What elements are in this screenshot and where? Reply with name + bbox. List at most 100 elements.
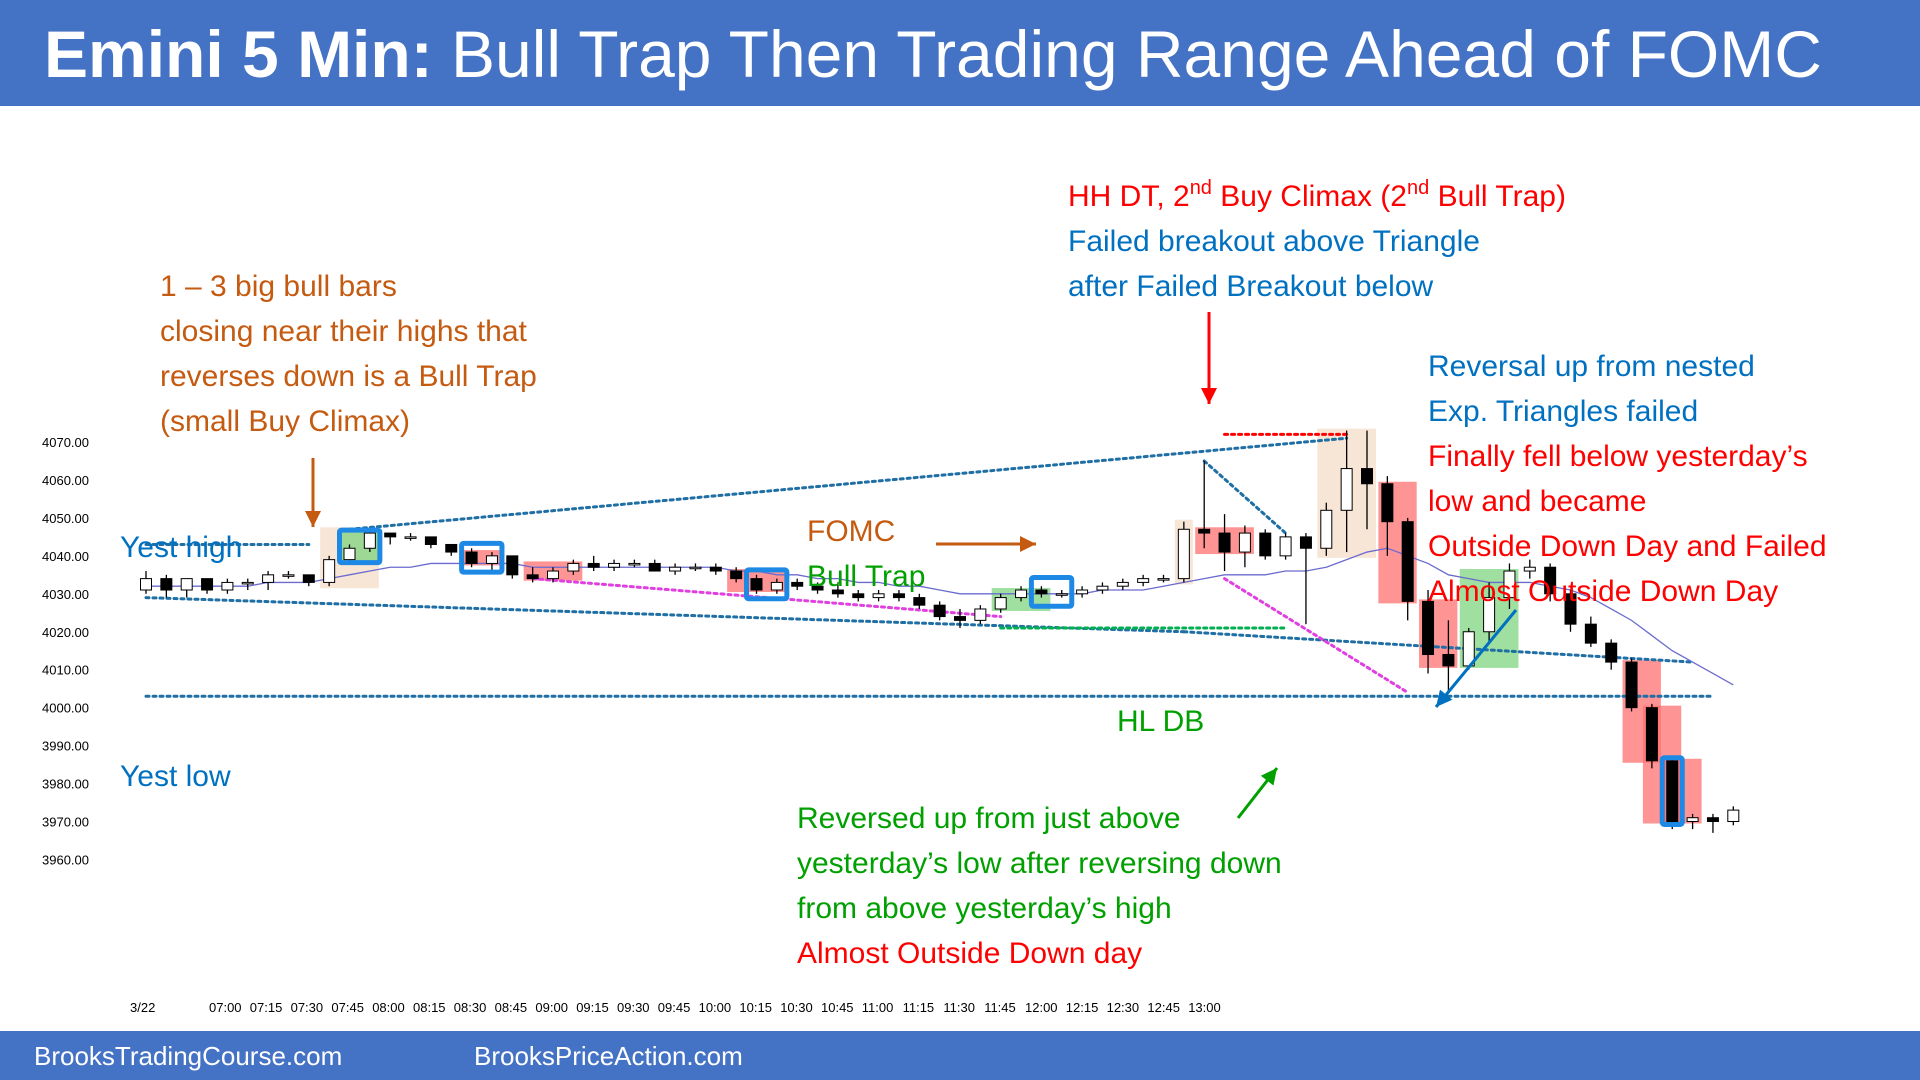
x-tick-label: 10:45 [821,1000,854,1015]
candle-bull [404,536,417,539]
yest-low-label: Yest low [120,760,231,793]
title-text: Bull Trap Then Trading Range Ahead of FO… [432,17,1822,91]
x-tick-label: 12:45 [1147,1000,1180,1015]
x-tick-label: 12:15 [1066,1000,1099,1015]
x-tick-label: 07:00 [209,1000,242,1015]
annotation-superscript: nd [1190,177,1212,199]
candle-bear [1706,817,1719,823]
y-tick-label: 3970.00 [42,815,89,830]
candle-bull [343,547,356,561]
x-tick-label: 09:15 [576,1000,609,1015]
x-tick-label: 07:45 [331,1000,364,1015]
signal-box [1659,755,1685,828]
candle-bull [323,559,336,583]
annotation-line: from above yesterday’s high [797,892,1172,925]
x-tick-label: 11:00 [862,1000,894,1015]
x-tick-label: 11:15 [903,1000,935,1015]
candle-bear [1361,468,1373,485]
x-tick-label: 09:30 [617,1000,650,1015]
x-tick-label: 08:45 [495,1000,528,1015]
page-title: Emini 5 Min: Bull Trap Then Trading Rang… [44,14,1822,94]
candle-bull [241,581,254,585]
candle-bear [1035,589,1048,595]
x-tick-label: 10:30 [780,1000,813,1015]
candle-bull [669,566,682,572]
candle-bull [1096,585,1109,591]
axes-layer: 4070.00 4060.00 4050.00 4040.00 4030.00 4020.… [42,435,1221,1015]
y-tick-label: 4050.00 [42,511,89,526]
candle-bull [180,578,193,591]
arrow-reversed-up-head [1260,768,1277,786]
candle-bull [1116,581,1129,587]
y-tick-label: 3960.00 [42,852,89,867]
title-prefix: Emini 5 Min: [44,17,433,91]
candle-bull [1320,509,1333,549]
candle-bull [567,562,580,572]
candle-bear [465,551,478,564]
candle-bear [1218,532,1231,553]
candle-bull [1686,817,1699,823]
candle-bear [852,593,865,599]
annotation-part: Bull Trap) [1429,180,1566,213]
candle-bear [791,581,804,587]
candle-bear [730,570,743,580]
annotation-fomc-bull-trap: Bull Trap [807,560,925,593]
candle-bear [1564,593,1577,625]
arrow-fomc-head [1020,536,1036,552]
x-tick-label: 09:45 [658,1000,691,1015]
candle-bull [1177,528,1190,580]
x-tick-label: 11:45 [984,1000,1016,1015]
candle-bear [709,566,722,572]
annotation-fomc: FOMC [807,515,895,548]
y-tick-label: 4030.00 [42,587,89,602]
dotted-trendline [1202,459,1288,535]
candle-bear [1299,536,1312,549]
candle-bear [933,604,946,618]
x-tick-label: 12:30 [1107,1000,1140,1015]
candle-bull [1279,536,1292,557]
dotted-trendline [1223,577,1410,694]
candle-bear [1401,521,1414,602]
x-tick-label: 10:15 [739,1000,772,1015]
candle-bear [526,574,539,580]
annotation-line: Reversed up from just above [797,802,1181,835]
candle-bear [1198,528,1211,534]
annotation-part: HH DT, 2 [1068,180,1190,213]
candle-bear [1625,661,1638,709]
annotation-line: (small Buy Climax) [160,405,410,438]
x-tick-label: 12:00 [1025,1000,1058,1015]
dotted-trendline [1182,630,1695,664]
arrow-reversal-head [1436,689,1453,707]
candle-bull [608,562,621,568]
candle-bull [1483,597,1496,633]
candle-bull [1238,532,1251,553]
annotation-line: Finally fell below yesterday’s [1428,440,1808,473]
candle-bear [831,589,844,595]
y-tick-label: 4000.00 [42,701,89,716]
footer-link-trading-course[interactable]: BrooksTradingCourse.com [34,1041,343,1071]
x-tick-label: 08:30 [454,1000,487,1015]
x-tick-label: 07:30 [291,1000,324,1015]
candle-bull [689,566,702,570]
y-tick-label: 3990.00 [42,739,89,754]
title-banner: Emini 5 Min: Bull Trap Then Trading Rang… [0,0,1920,106]
annotation-failed-breakout-above: Failed breakout above Triangle [1068,225,1480,258]
footer-link-price-action[interactable]: BrooksPriceAction.com [474,1041,743,1071]
annotation-reversed-up: Reversed up from just above yesterday’s … [797,802,1290,970]
candle-bull [262,574,275,583]
trendline-layer [144,432,1715,698]
annotation-line: yesterday’s low after reversing down [797,847,1282,880]
candle-bull [1015,589,1028,599]
arrow-reversal [1434,609,1518,708]
candle-bear [1584,623,1597,644]
candle-bear [1666,760,1679,823]
yest-high-label: Yest high [120,531,242,564]
y-tick-label: 4070.00 [42,435,89,450]
candle-bear [424,536,437,545]
candle-bear [201,578,214,591]
candle-bull [363,532,376,549]
x-tick-label: 08:15 [413,1000,446,1015]
candle-bear [1442,654,1455,667]
arrow-bull-trap-head [305,511,321,527]
candle-bull [994,597,1007,610]
